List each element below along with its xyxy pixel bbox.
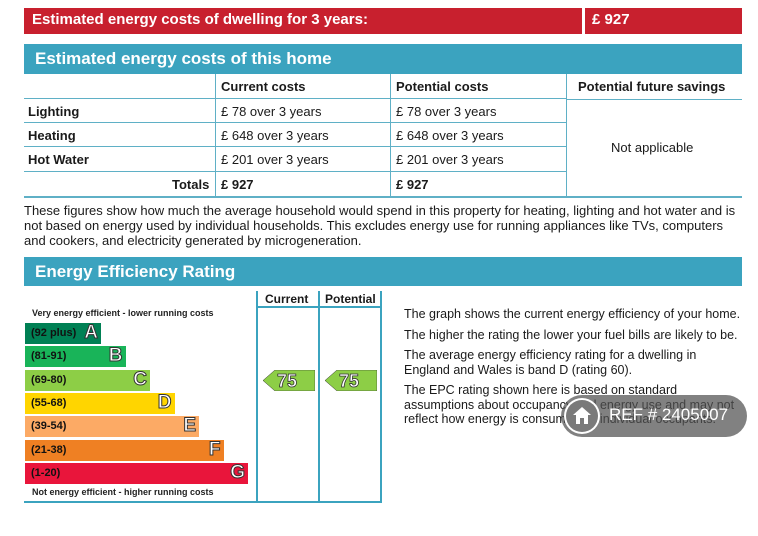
row-lighting-potential: £ 78 over 3 years (396, 104, 497, 119)
band-range: (92 plus) (31, 327, 77, 339)
totals-label: Totals (172, 177, 210, 192)
band-letter: D (157, 391, 172, 413)
row-hotwater-current: £ 201 over 3 years (221, 152, 329, 167)
band-letter: A (84, 322, 99, 344)
bottom-caption: Not energy efficient - higher running co… (32, 487, 214, 497)
band-f: (21-38) F (25, 438, 224, 461)
table-divider (24, 196, 742, 198)
band-range: (39-54) (31, 420, 67, 433)
row-heating-potential: £ 648 over 3 years (396, 128, 504, 143)
ref-number: REF # 2405007 (609, 405, 729, 424)
description-paragraph: The average energy efficiency rating for… (404, 348, 697, 377)
header-potential-costs: Potential costs (396, 79, 489, 94)
rating-chart: Current Potential Very energy efficient … (24, 291, 384, 503)
top-caption: Very energy efficient - lower running co… (32, 308, 214, 318)
table-divider (24, 146, 566, 147)
row-heating-label: Heating (28, 128, 76, 143)
band-letter: F (208, 438, 221, 460)
column-potential: Potential (325, 292, 376, 306)
band-letter: C (133, 368, 148, 390)
band-d: (55-68) D (25, 391, 175, 414)
summary-bar: Estimated energy costs of dwelling for 3… (24, 8, 742, 34)
row-hotwater-potential: £ 201 over 3 years (396, 152, 504, 167)
totals-potential: £ 927 (396, 177, 429, 192)
header-future-savings: Potential future savings (578, 79, 726, 94)
home-icon (564, 398, 600, 434)
band-range: (55-68) (31, 396, 67, 409)
chart-frame (318, 291, 320, 503)
band-e: (39-54) E (25, 415, 199, 438)
row-lighting-current: £ 78 over 3 years (221, 104, 322, 119)
savings-value: Not applicable (611, 140, 694, 155)
rating-section-title: Energy Efficiency Rating (24, 257, 742, 286)
band-range: (1-20) (31, 466, 61, 479)
row-lighting-label: Lighting (28, 104, 80, 119)
costs-section-title: Estimated energy costs of this home (24, 44, 742, 74)
chart-frame (256, 291, 258, 503)
table-divider (566, 99, 742, 100)
band-range: (69-80) (31, 373, 67, 386)
header-current-costs: Current costs (221, 79, 306, 94)
summary-value: £ 927 (592, 11, 630, 28)
ref-watermark: REF # 2405007 (561, 395, 747, 437)
chart-frame (24, 501, 382, 503)
chart-frame (256, 306, 382, 308)
band-range: (81-91) (31, 350, 67, 363)
summary-divider (582, 8, 585, 34)
band-a: (92 plus) A (25, 322, 101, 344)
table-divider (24, 122, 566, 123)
table-divider (390, 74, 391, 198)
band-b: (81-91) B (25, 345, 126, 368)
costs-note: These figures show how much the average … (24, 203, 736, 248)
costs-table: Current costs Potential costs Potential … (24, 74, 742, 198)
potential-rating-value: 75 (339, 370, 360, 391)
table-divider (24, 171, 566, 172)
potential-rating-arrow: 75 (325, 369, 377, 391)
band-letter: B (108, 345, 123, 367)
band-range: (21-38) (31, 443, 67, 456)
chart-frame (380, 291, 382, 503)
band-letter: G (230, 461, 246, 483)
current-rating-arrow: 75 (263, 369, 315, 391)
column-current: Current (265, 292, 309, 306)
description-paragraph: The higher the rating the lower your fue… (404, 327, 738, 342)
table-divider (566, 74, 567, 198)
summary-label: Estimated energy costs of dwelling for 3… (32, 11, 368, 28)
description-paragraph: The graph shows the current energy effic… (404, 307, 741, 321)
table-divider (24, 98, 566, 99)
row-hotwater-label: Hot Water (28, 152, 89, 167)
table-divider (215, 74, 216, 198)
totals-current: £ 927 (221, 177, 254, 192)
band-g: (1-20) G (25, 461, 248, 484)
current-rating-value: 75 (277, 370, 298, 391)
band-c: (69-80) C (25, 368, 150, 391)
row-heating-current: £ 648 over 3 years (221, 128, 329, 143)
band-letter: E (183, 415, 197, 437)
